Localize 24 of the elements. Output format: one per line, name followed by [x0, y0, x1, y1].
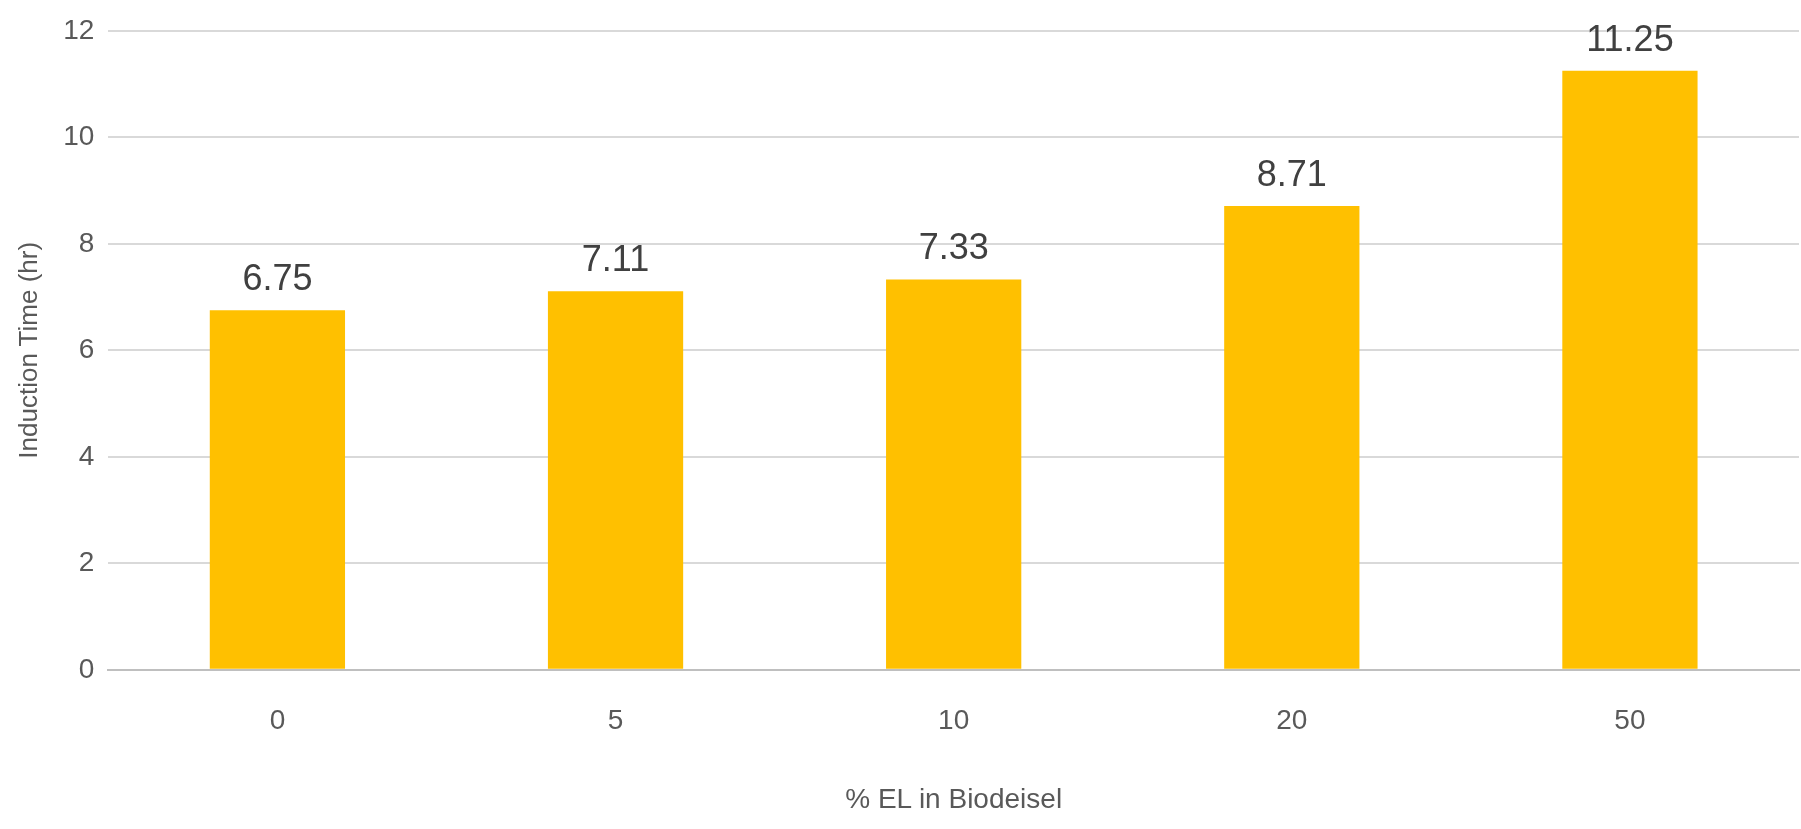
x-axis-title: % EL in Biodeisel: [845, 782, 1063, 814]
y-tick-label: 10: [63, 120, 95, 152]
y-tick-label: 12: [63, 13, 95, 45]
x-tick-label: 50: [1614, 704, 1646, 736]
x-tick-label: 10: [938, 704, 970, 736]
data-label: 6.75: [242, 257, 313, 299]
y-tick-label: 8: [78, 226, 95, 258]
y-axis-title: Induction Time (hr): [12, 241, 43, 459]
data-label: 11.25: [1586, 17, 1674, 59]
data-label: 7.11: [581, 238, 650, 280]
x-tick-label: 5: [607, 704, 624, 736]
bar: [1562, 70, 1698, 669]
bar: [209, 310, 346, 669]
x-tick-label: 20: [1276, 704, 1308, 736]
y-tick-label: 2: [78, 546, 95, 578]
x-tick-label: 0: [269, 704, 286, 736]
data-label: 7.33: [918, 226, 989, 268]
bar: [1224, 205, 1360, 669]
y-tick-label: 0: [78, 652, 95, 684]
bar: [886, 279, 1022, 669]
bar: [547, 291, 684, 669]
y-tick-label: 4: [78, 439, 95, 471]
data-label: 8.71: [1256, 152, 1327, 194]
y-tick-label: 6: [78, 333, 95, 365]
